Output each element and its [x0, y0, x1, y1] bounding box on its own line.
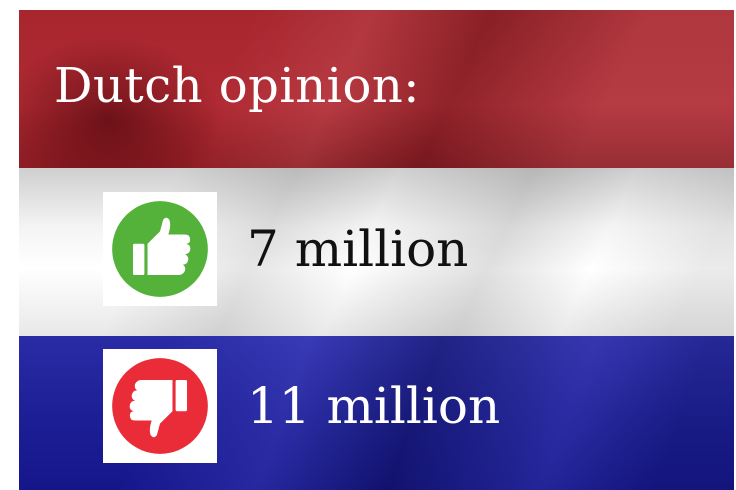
thumbs-down-icon [112, 358, 208, 454]
thumbs-up-icon [112, 201, 208, 297]
approve-row: 7 million [103, 192, 468, 306]
thumbs-down-badge [103, 349, 217, 463]
page-title: Dutch opinion: [54, 58, 420, 114]
disapprove-row: 11 million [103, 349, 500, 463]
approve-count: 7 million [247, 220, 469, 278]
flag-stripe-red [19, 10, 734, 168]
disapprove-count: 11 million [247, 377, 501, 435]
thumbs-up-badge [103, 192, 217, 306]
